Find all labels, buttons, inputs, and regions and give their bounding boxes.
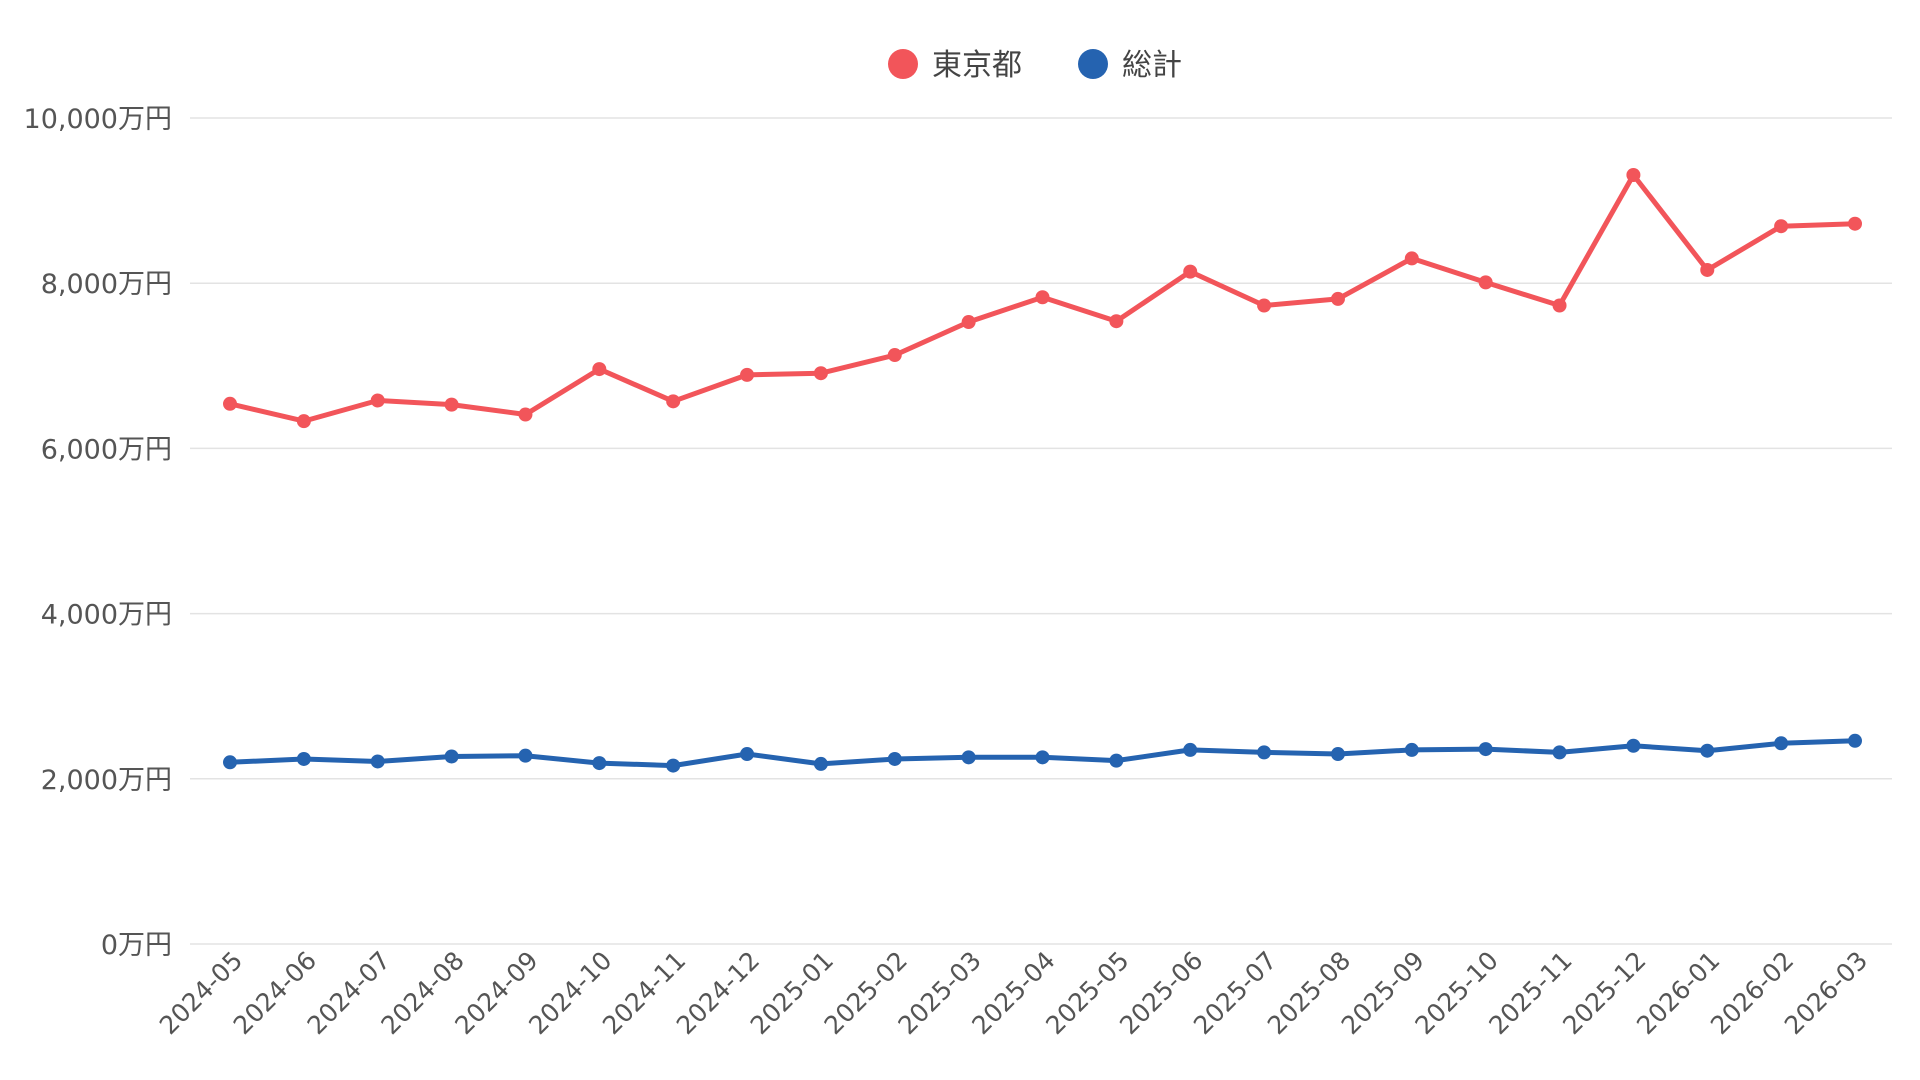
data-point[interactable] [1257,298,1272,313]
legend-marker [1078,49,1108,79]
y-tick-label: 6,000万円 [41,434,172,465]
y-axis: 0万円 2,000万円 4,000万円 6,000万円 8,000万円 10,000万円 [24,104,172,961]
y-tick-label: 4,000万円 [41,600,172,631]
legend-marker [888,49,918,79]
data-point[interactable] [1552,745,1567,760]
data-point[interactable] [1404,251,1419,266]
data-point[interactable] [444,749,459,764]
data-point[interactable] [592,756,607,771]
y-tick-label: 8,000万円 [41,269,172,300]
data-point[interactable] [1626,738,1641,753]
data-point[interactable] [1552,298,1567,313]
data-point[interactable] [1700,262,1715,277]
data-point[interactable] [1700,743,1715,758]
series-1 [223,167,1862,429]
data-point[interactable] [370,393,385,408]
y-tick-label: 10,000万円 [24,104,172,135]
data-point[interactable] [1257,745,1272,760]
data-point[interactable] [1109,753,1124,768]
data-point[interactable] [666,394,681,409]
data-point[interactable] [592,362,607,377]
data-point[interactable] [370,754,385,769]
legend-label: 総計 [1122,48,1182,83]
data-point[interactable] [1478,742,1493,757]
legend-item[interactable]: 東京都 [888,48,1022,83]
x-axis: 2024-052024-062024-072024-082024-092024-… [154,946,1873,1040]
data-point[interactable] [1774,736,1789,751]
data-point[interactable] [1109,314,1124,329]
data-point[interactable] [1330,291,1345,306]
legend-item[interactable]: 総計 [1078,48,1182,83]
gridlines [190,117,1892,945]
data-point[interactable] [961,315,976,330]
y-tick-label: 0万円 [101,930,172,961]
y-tick-label: 2,000万円 [41,765,172,796]
data-point[interactable] [296,751,311,766]
data-point[interactable] [813,366,828,381]
data-point[interactable] [1035,290,1050,305]
data-point[interactable] [1774,219,1789,234]
data-point[interactable] [1478,275,1493,290]
series-2 [223,733,1862,773]
data-point[interactable] [223,396,237,411]
data-point[interactable] [887,348,902,363]
data-point[interactable] [1626,167,1641,182]
data-point[interactable] [296,414,311,429]
data-point[interactable] [223,755,237,770]
data-point[interactable] [1330,747,1345,762]
data-point[interactable] [1035,750,1050,765]
series-area [223,167,1862,773]
data-point[interactable] [740,367,755,382]
data-point[interactable] [518,748,533,763]
data-point[interactable] [1848,216,1862,231]
legend[interactable]: 東京都 総計 [888,48,1182,83]
data-point[interactable] [1183,264,1198,279]
data-point[interactable] [1404,742,1419,757]
data-point[interactable] [444,397,459,412]
data-point[interactable] [1848,733,1862,748]
data-point[interactable] [887,751,902,766]
data-point[interactable] [813,756,828,771]
data-point[interactable] [740,747,755,762]
data-point[interactable] [1183,742,1198,757]
legend-label: 東京都 [932,48,1022,83]
data-point[interactable] [518,407,533,422]
data-point[interactable] [961,750,976,765]
data-point[interactable] [666,758,681,773]
